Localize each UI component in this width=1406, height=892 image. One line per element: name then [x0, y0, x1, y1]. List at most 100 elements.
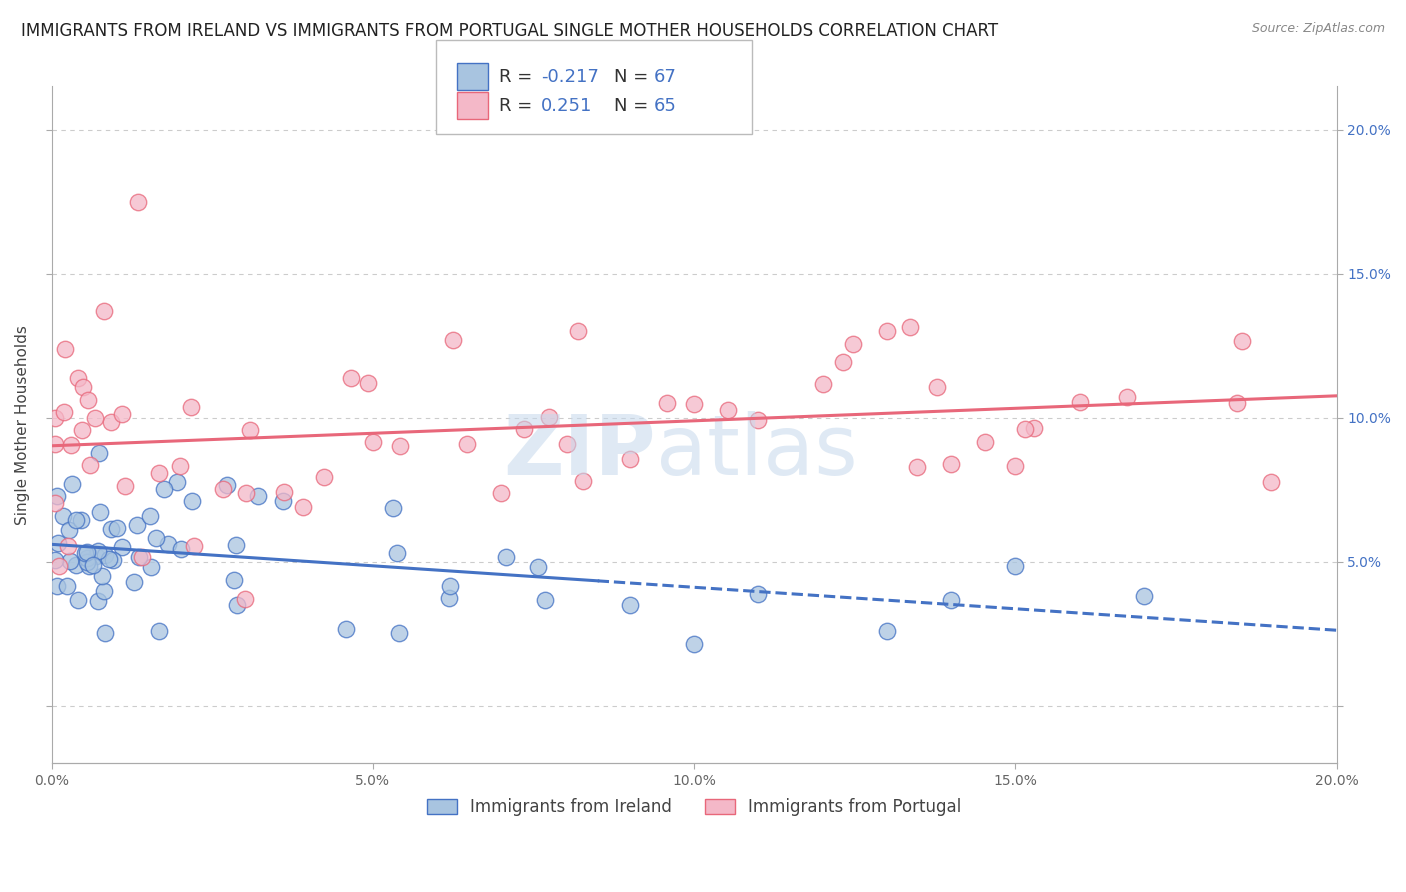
Point	[128, 550, 150, 565]
Point	[1014, 422, 1036, 436]
Point	[77, 393, 100, 408]
Point	[385, 546, 408, 560]
Point	[939, 592, 962, 607]
Point	[87, 594, 110, 608]
Point	[58, 539, 80, 553]
Point	[619, 452, 641, 467]
Point	[94, 626, 117, 640]
Point	[388, 625, 411, 640]
Point	[1004, 458, 1026, 473]
Text: R =: R =	[499, 96, 544, 114]
Point	[388, 439, 411, 453]
Point	[683, 397, 706, 411]
Point	[131, 550, 153, 565]
Point	[100, 416, 122, 430]
Point	[925, 380, 948, 394]
Point	[340, 371, 363, 385]
Point	[273, 484, 295, 499]
Text: 67: 67	[654, 68, 676, 86]
Point	[335, 622, 357, 636]
Point	[65, 558, 87, 572]
Point	[145, 531, 167, 545]
Point	[76, 556, 98, 570]
Point	[437, 591, 460, 606]
Point	[1022, 421, 1045, 435]
Point	[93, 583, 115, 598]
Point	[876, 324, 898, 338]
Point	[59, 554, 82, 568]
Point	[84, 549, 107, 563]
Point	[166, 475, 188, 490]
Text: ZIP: ZIP	[503, 411, 655, 492]
Point	[48, 558, 70, 573]
Point	[69, 513, 91, 527]
Point	[572, 474, 595, 488]
Point	[1069, 395, 1091, 409]
Point	[44, 410, 66, 425]
Point	[94, 548, 117, 562]
Point	[82, 558, 104, 572]
Point	[533, 593, 555, 607]
Point	[138, 509, 160, 524]
Point	[52, 405, 75, 419]
Point	[169, 458, 191, 473]
Point	[811, 376, 834, 391]
Point	[246, 489, 269, 503]
Point	[974, 434, 997, 449]
Point	[111, 540, 134, 554]
Point	[72, 380, 94, 394]
Point	[619, 598, 641, 612]
Point	[655, 396, 678, 410]
Point	[66, 593, 89, 607]
Point	[46, 536, 69, 550]
Point	[70, 423, 93, 437]
Point	[180, 400, 202, 414]
Point	[79, 458, 101, 472]
Point	[127, 194, 149, 209]
Point	[939, 457, 962, 471]
Point	[495, 549, 517, 564]
Point	[876, 624, 898, 639]
Point	[76, 545, 98, 559]
Point	[513, 422, 536, 436]
Point	[312, 470, 335, 484]
Point	[93, 304, 115, 318]
Point	[361, 435, 384, 450]
Point	[55, 343, 77, 357]
Point	[1133, 589, 1156, 603]
Point	[382, 501, 405, 516]
Point	[211, 482, 233, 496]
Point	[87, 446, 110, 460]
Point	[89, 505, 111, 519]
Text: -0.217: -0.217	[541, 68, 599, 86]
Point	[898, 319, 921, 334]
Point	[153, 482, 176, 496]
Point	[1004, 559, 1026, 574]
Text: N =: N =	[614, 96, 654, 114]
Point	[59, 437, 82, 451]
Point	[235, 591, 257, 606]
Point	[217, 477, 239, 491]
Point	[46, 489, 69, 503]
Point	[114, 479, 136, 493]
Point	[567, 324, 589, 338]
Legend: Immigrants from Ireland, Immigrants from Portugal: Immigrants from Ireland, Immigrants from…	[420, 791, 969, 822]
Point	[235, 485, 257, 500]
Point	[239, 423, 262, 437]
Point	[441, 333, 464, 347]
Point	[271, 493, 294, 508]
Point	[747, 413, 769, 427]
Point	[111, 407, 134, 421]
Point	[1232, 334, 1254, 348]
Point	[456, 436, 478, 450]
Point	[183, 539, 205, 553]
Point	[555, 437, 578, 451]
Point	[56, 578, 79, 592]
Point	[1260, 475, 1282, 489]
Point	[225, 538, 247, 552]
Point	[75, 546, 97, 560]
Y-axis label: Single Mother Households: Single Mother Households	[15, 325, 30, 524]
Text: 65: 65	[654, 96, 676, 114]
Point	[83, 411, 105, 425]
Point	[77, 559, 100, 574]
